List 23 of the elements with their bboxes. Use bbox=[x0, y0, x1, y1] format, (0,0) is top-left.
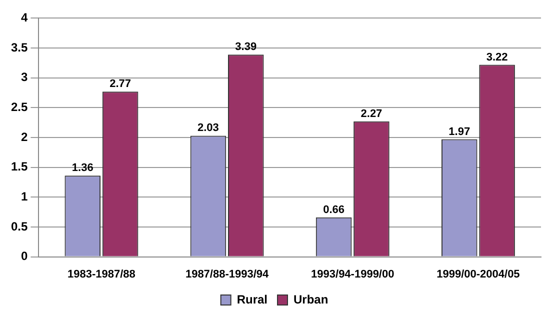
x-tick-label: 1993/94-1999/00 bbox=[311, 268, 394, 280]
x-tick-label: 1983-1987/88 bbox=[68, 268, 136, 280]
legend-label: Urban bbox=[294, 292, 328, 306]
x-tick-label: 1987/88-1993/94 bbox=[185, 268, 270, 280]
legend-label: Rural bbox=[236, 292, 268, 306]
data-label: 2.03 bbox=[198, 122, 219, 134]
y-tick-label: 2 bbox=[20, 130, 28, 144]
y-tick-label: 4 bbox=[20, 10, 28, 25]
y-tick-label: 0.5 bbox=[10, 219, 28, 234]
x-tick-label: 1999/00-2004/05 bbox=[436, 268, 520, 280]
y-tick-label: 1 bbox=[20, 189, 28, 204]
data-label: 1.97 bbox=[448, 126, 470, 138]
y-tick-label: 1.5 bbox=[10, 160, 28, 174]
y-tick-label: 3 bbox=[20, 70, 28, 84]
y-tick-label: 0 bbox=[20, 249, 28, 264]
y-tick-label: 3.5 bbox=[10, 40, 28, 54]
data-label: 3.22 bbox=[486, 51, 508, 64]
data-label: 2.27 bbox=[360, 108, 382, 120]
data-label: 1.36 bbox=[72, 162, 94, 174]
y-tick-label: 2.5 bbox=[10, 100, 28, 114]
data-label: 2.77 bbox=[110, 78, 132, 90]
data-label: 0.66 bbox=[323, 204, 345, 216]
data-label: 3.39 bbox=[235, 41, 257, 54]
